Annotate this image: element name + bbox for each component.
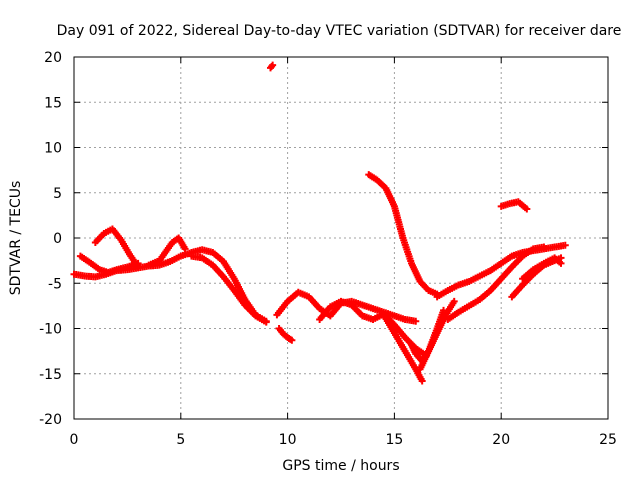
data-point-track-b bbox=[262, 318, 270, 326]
x-tick-label: 25 bbox=[599, 432, 617, 448]
chart-title: Day 091 of 2022, Sidereal Day-to-day VTE… bbox=[57, 23, 622, 39]
data-points bbox=[70, 61, 569, 385]
y-tick-label: -15 bbox=[39, 367, 62, 383]
data-point-track-r bbox=[557, 259, 565, 267]
y-tick-label: 0 bbox=[53, 231, 62, 247]
data-point-track-l bbox=[450, 297, 458, 305]
y-tick-label: -5 bbox=[48, 276, 62, 292]
y-tick-label: -10 bbox=[39, 322, 62, 338]
axis-ticks bbox=[73, 56, 609, 420]
data-point-track-m bbox=[440, 306, 448, 314]
data-point-track-k bbox=[418, 377, 426, 385]
y-axis-label: SDTVAR / TECUs bbox=[8, 181, 24, 296]
data-point-track-g bbox=[288, 336, 296, 344]
interp-mark-track-f bbox=[268, 63, 276, 71]
y-tick-labels: -20 -15 -10 -5 0 5 10 15 20 bbox=[39, 50, 62, 428]
data-point-track-e bbox=[181, 245, 189, 253]
y-tick-label: 20 bbox=[44, 50, 62, 66]
data-point-track-h bbox=[412, 317, 420, 325]
data-point-track-p bbox=[523, 205, 531, 213]
x-tick-label: 20 bbox=[492, 432, 510, 448]
y-tick-label: 10 bbox=[44, 141, 62, 157]
x-tick-label: 15 bbox=[385, 432, 403, 448]
x-tick-labels: 0 5 10 15 20 25 bbox=[70, 432, 617, 448]
data-point-track-n bbox=[561, 241, 569, 249]
y-tick-label: 5 bbox=[53, 186, 62, 202]
grid-lines bbox=[74, 57, 608, 419]
x-tick-label: 10 bbox=[279, 432, 297, 448]
data-point-track-d bbox=[134, 259, 142, 267]
y-tick-label: -20 bbox=[39, 412, 62, 428]
x-tick-label: 0 bbox=[70, 432, 79, 448]
x-axis-label: GPS time / hours bbox=[282, 458, 399, 474]
x-tick-label: 5 bbox=[176, 432, 185, 448]
data-point-track-f bbox=[269, 61, 277, 69]
y-tick-label: 15 bbox=[44, 95, 62, 111]
data-point-track-o bbox=[540, 243, 548, 251]
